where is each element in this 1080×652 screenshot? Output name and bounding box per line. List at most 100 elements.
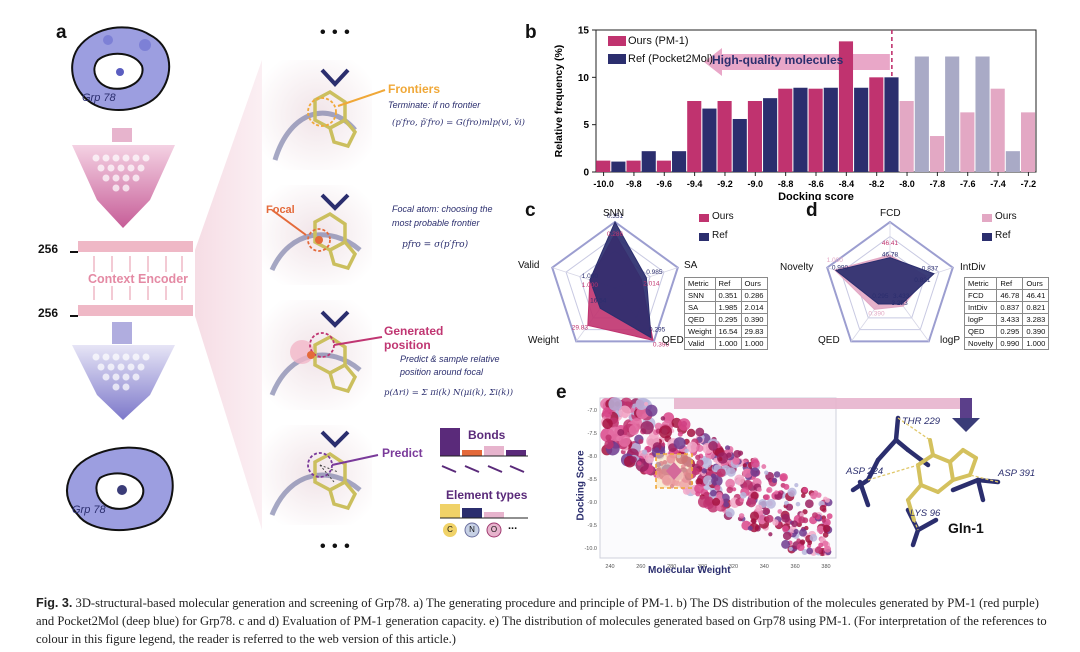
hist-bar-ours — [808, 88, 823, 172]
scatter-point — [695, 478, 703, 486]
scatter-point — [756, 487, 762, 493]
scatter-y-tick: -10.0 — [584, 546, 597, 552]
radar-c-axis-snn: SNN — [603, 208, 625, 219]
scatter-point — [716, 468, 726, 478]
hbond-line — [913, 519, 919, 531]
table-row: Novelty 0.990 1.000 — [963, 337, 1050, 350]
y-tick-label: 0 — [583, 168, 589, 179]
radar-value-label: 46.41 — [882, 240, 899, 247]
scatter-point — [713, 457, 718, 463]
scatter-x-tick: 340 — [760, 564, 769, 570]
scatter-point — [686, 441, 698, 453]
scatter-point — [806, 547, 814, 555]
frontiers-pointer — [337, 89, 386, 107]
table-cell: 3.433 — [996, 313, 1024, 326]
scatter-point — [822, 540, 829, 547]
hist-bar-ref — [975, 56, 990, 172]
caption-label: Fig. 3. — [36, 596, 73, 610]
scatter-point — [701, 457, 712, 469]
connector-bar — [674, 398, 968, 409]
scatter-point — [812, 512, 818, 519]
table-cell: 1.985 — [714, 301, 742, 314]
residue-stick — [975, 477, 986, 503]
hbond-line — [897, 417, 931, 441]
ligand-stick — [951, 473, 972, 482]
hist-bar-ref — [732, 118, 747, 172]
scatter-point — [819, 504, 827, 512]
radar-value-label: 0.390 — [868, 310, 885, 317]
scatter-point — [712, 497, 721, 506]
encode-arrow-pink — [72, 128, 175, 228]
dim-bottom-label: 256 — [38, 306, 59, 320]
radar-value-label: 0.821 — [914, 277, 931, 284]
residue-thr229: THR 229 — [902, 416, 941, 427]
scatter-point — [708, 441, 718, 451]
scatter-point — [824, 497, 830, 503]
radar-area-ref — [834, 257, 935, 305]
radar-ring — [826, 220, 954, 343]
scatter-point — [645, 454, 655, 464]
scatter-point — [617, 429, 625, 436]
element-n-label: N — [469, 525, 475, 534]
generated-formula: p(Δri) = Σ πi(k) N(μi(k), Σi(k)) — [384, 388, 514, 398]
hist-bar-ref — [793, 87, 808, 172]
x-tick-label: -9.0 — [748, 179, 764, 189]
scatter-point — [755, 504, 763, 512]
scatter-point — [637, 461, 642, 466]
scatter-point — [771, 477, 778, 484]
ligand-stick — [948, 448, 965, 464]
hist-bar-ours — [990, 88, 1005, 172]
caption-text: 3D-structural-based molecular generation… — [36, 596, 1047, 646]
radar-c-axis-valid: Valid — [518, 260, 540, 271]
scatter-y-tick: -9.0 — [588, 500, 597, 506]
scatter-point — [718, 456, 723, 462]
scatter-point — [788, 546, 793, 551]
x-tick-label: -8.8 — [778, 179, 794, 189]
table-cell: 3.283 — [1022, 313, 1050, 326]
scatter-point — [660, 416, 666, 421]
radar-value-label: 46.78 — [882, 252, 899, 259]
residue-asp391: ASP 391 — [998, 468, 1036, 479]
scatter-point — [709, 489, 717, 497]
scatter-point — [602, 418, 613, 430]
metrics-table-d: Metric Ref Ours FCD 46.78 46.41 IntDiv 0.837 0.8… — [963, 277, 1050, 350]
step-cell-generated-position — [262, 300, 372, 410]
table-cell: 1.000 — [714, 337, 742, 350]
scatter-point — [732, 487, 737, 492]
scatter-point — [795, 501, 801, 507]
scatter-e-ylabel: Docking Score — [575, 450, 587, 521]
radar-value-label: 3.283 — [891, 300, 908, 307]
table-header-cell: Ref — [714, 277, 742, 290]
scatter-point — [742, 463, 747, 468]
scatter-point — [746, 497, 757, 508]
scatter-point — [823, 545, 832, 553]
table-cell: 29.83 — [740, 325, 768, 338]
radar-ring — [551, 220, 679, 343]
scatter-point — [608, 397, 623, 411]
scatter-point — [682, 487, 691, 495]
focal-title: Focal — [266, 204, 295, 216]
radar-d-legend-ref: Ref — [995, 230, 1011, 241]
scatter-point — [773, 471, 781, 478]
panel-label-d: d — [806, 200, 818, 221]
element-more-label: ... — [508, 520, 518, 532]
scatter-point — [618, 405, 631, 418]
frontiers-title: Frontiers — [388, 82, 441, 96]
hist-bar-ref — [854, 87, 869, 172]
table-header-row: Metric Ref Ours — [684, 277, 768, 290]
table-header-cell: Ref — [996, 277, 1024, 290]
residue-asp224: ASP 224 — [846, 466, 884, 477]
scatter-point — [793, 528, 799, 535]
generated-title-2: position — [384, 338, 431, 352]
scatter-point — [801, 549, 808, 555]
radar-c-legend-ref-swatch — [699, 233, 709, 241]
scatter-point — [785, 503, 794, 511]
element-c-label: C — [447, 525, 453, 534]
protein-label-top: Grp 78 — [82, 92, 116, 104]
scatter-point — [779, 473, 788, 482]
scatter-y-tick: -7.5 — [588, 431, 597, 437]
element-types-title: Element types — [446, 488, 528, 502]
scatter-point — [781, 539, 791, 549]
table-cell: QED — [684, 313, 716, 326]
table-cell: 0.390 — [740, 313, 768, 326]
